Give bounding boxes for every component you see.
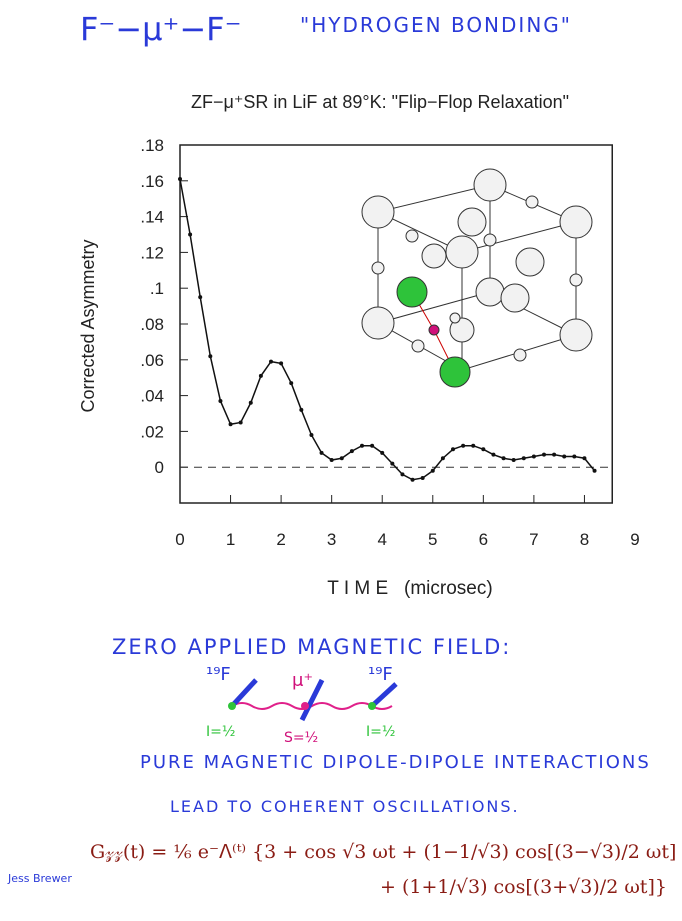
chart-title: ZF−μ⁺SR in LiF at 89°K: "Flip−Flop Relax… [191, 92, 569, 112]
y-tick-label: .16 [140, 172, 164, 191]
data-point [481, 447, 486, 452]
x-axis-label: T I M E (microsec) [327, 578, 492, 599]
y-tick-label: .18 [140, 136, 164, 155]
data-point [218, 398, 223, 403]
data-point [430, 468, 435, 473]
x-tick-label: 0 [175, 530, 184, 549]
y-tick-label: .04 [140, 387, 164, 406]
data-point [410, 477, 415, 482]
muon: μ⁺ [292, 670, 313, 691]
signature: Jess Brewer [7, 872, 72, 885]
data-point [198, 295, 203, 300]
y-tick-label: .02 [140, 422, 164, 441]
right-spin: I=½ [366, 724, 395, 740]
data-point [461, 443, 466, 448]
formula-line-2: + (1+1/√3) cos[(3+√3)/2 ωt]} [380, 876, 667, 898]
y-tick-label: .08 [140, 315, 164, 334]
data-point [511, 458, 516, 463]
data-point [269, 359, 273, 364]
data-point [451, 447, 455, 452]
y-tick-label: .06 [140, 351, 164, 370]
x-tick-label: 5 [428, 530, 437, 549]
spin-diagram [228, 678, 398, 722]
right-nucleus: ¹⁹F [368, 664, 393, 685]
data-point [309, 432, 314, 437]
header-left: F⁻−μ⁺−F⁻ [80, 10, 241, 48]
data-point [208, 354, 213, 359]
data-point [299, 407, 304, 412]
data-point [440, 456, 445, 461]
data-point [178, 177, 182, 182]
y-tick-label: .12 [140, 243, 164, 262]
y-tick-label: .14 [140, 208, 164, 227]
data-point [228, 422, 233, 427]
data-point [471, 443, 476, 448]
header-right: "HYDROGEN BONDING" [300, 13, 572, 37]
data-point [329, 458, 334, 463]
notes-line-2: LEAD TO COHERENT OSCILLATIONS. [170, 797, 520, 816]
data-point [188, 232, 193, 237]
data-point [531, 454, 536, 459]
data-point [238, 420, 243, 425]
x-tick-label: 6 [479, 530, 488, 549]
y-tick-label: .1 [150, 279, 164, 298]
data-point [390, 461, 395, 466]
data-point [542, 452, 546, 457]
plot-frame [179, 144, 613, 504]
data-point [582, 456, 587, 461]
data-point [349, 449, 354, 454]
data-point [279, 361, 284, 366]
data-point [360, 443, 364, 448]
data-point [339, 456, 344, 461]
data-point [420, 475, 425, 480]
data-point [370, 443, 375, 448]
notes-heading: ZERO APPLIED MAGNETIC FIELD: [112, 635, 511, 659]
data-point [521, 456, 526, 461]
formula-line-1: G𝓏𝓏(t) = ⅙ e⁻ᐱ⁽ᵗ⁾ {3 + cos √3 ωt + (1−1/… [90, 841, 676, 863]
y-axis-label: Corrected Asymmetry [78, 239, 98, 412]
data-point [552, 452, 557, 457]
data-point [592, 468, 597, 473]
crystal-illustration [361, 168, 593, 388]
y-tick-label: 0 [155, 458, 164, 477]
muon-spin: S=½ [284, 730, 318, 746]
notes-line-1: PURE MAGNETIC DIPOLE-DIPOLE INTERACTIONS [140, 752, 651, 773]
data-point [289, 381, 294, 386]
x-tick-label: 2 [276, 530, 285, 549]
data-point [258, 373, 263, 378]
data-point [501, 456, 506, 461]
x-tick-label: 8 [580, 530, 589, 549]
data-point [572, 454, 577, 459]
x-tick-label: 7 [529, 530, 538, 549]
x-tick-label: 3 [327, 530, 336, 549]
left-nucleus: ¹⁹F [206, 664, 231, 685]
data-point [400, 472, 405, 477]
x-tick-label: 9 [630, 530, 639, 549]
data-point [248, 400, 253, 405]
left-spin: I=½ [206, 724, 235, 740]
data-point [491, 452, 496, 457]
data-point [319, 450, 324, 455]
x-tick-label: 1 [226, 530, 235, 549]
data-point [380, 450, 385, 455]
data-point [562, 454, 567, 459]
x-tick-label: 4 [377, 530, 386, 549]
